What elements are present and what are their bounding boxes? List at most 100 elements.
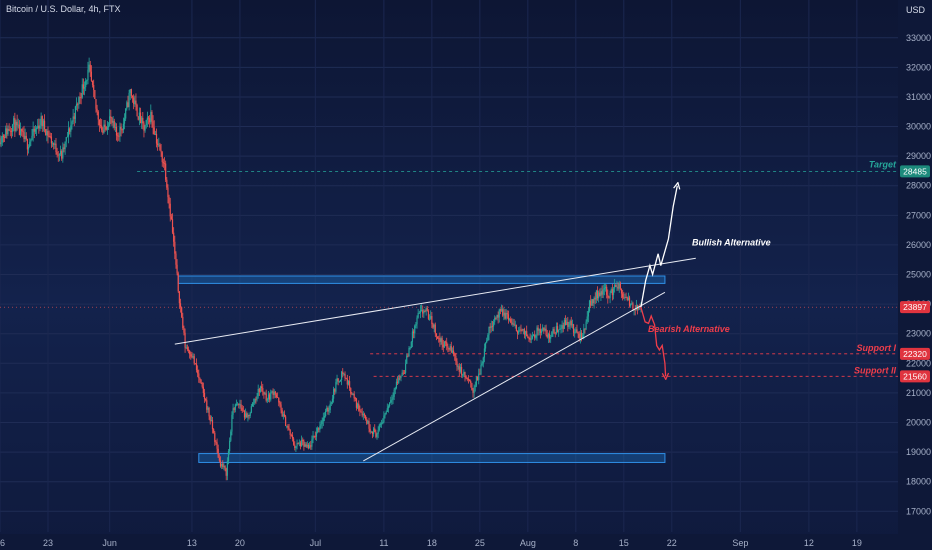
candle-body (415, 324, 417, 326)
candle-body (574, 332, 576, 334)
candle-body (450, 346, 452, 353)
candle-body (611, 289, 613, 296)
candle-body (603, 288, 605, 290)
candle-body (56, 152, 58, 155)
candle-body (145, 120, 147, 126)
candle-body (465, 376, 467, 379)
candle-body (47, 131, 49, 137)
candle-body (484, 342, 487, 349)
candle-body (375, 431, 377, 437)
candle-body (97, 111, 99, 120)
candle-body (45, 129, 47, 136)
annotations: Bullish Alternative Bearish Alternative Ta… (640, 159, 897, 376)
candle-body (249, 412, 251, 416)
candle-body (462, 374, 464, 376)
candle-body (489, 326, 491, 328)
support-1-price-tag-bg (900, 347, 930, 360)
candle-body (182, 316, 184, 329)
candle-body (147, 117, 150, 119)
x-tick-label: 16 (0, 538, 5, 548)
candle-body (183, 328, 185, 333)
candle-body (195, 363, 198, 370)
candle-body (285, 416, 287, 426)
candle-body (374, 428, 376, 432)
candle-body (304, 444, 306, 447)
candle-body (323, 415, 326, 418)
resistance-zone[interactable] (177, 275, 666, 284)
candle-body (534, 334, 536, 338)
candle-body (157, 143, 159, 146)
candle-body (575, 329, 577, 333)
candle-body (83, 87, 86, 89)
candle-body (25, 135, 27, 139)
candle-body (547, 333, 549, 338)
upper-trendline[interactable] (174, 257, 696, 345)
support-zone[interactable] (198, 453, 666, 463)
candle-body (82, 84, 85, 89)
candle-body (24, 135, 26, 140)
candle-body (70, 125, 72, 132)
x-tick-label: 15 (619, 538, 629, 548)
candle-body (294, 444, 296, 448)
candle-body (336, 378, 338, 383)
candle-body (337, 378, 339, 382)
candle-body (366, 419, 368, 424)
candle-body (560, 328, 562, 330)
candle-body (287, 425, 289, 428)
candle-body (568, 324, 570, 327)
candle-body (295, 446, 297, 448)
candle-body (559, 328, 561, 330)
x-tick-label: 11 (379, 538, 388, 548)
candle-body (50, 136, 53, 144)
candle-body (23, 132, 25, 140)
candle-body (409, 347, 411, 349)
candle-body (538, 329, 540, 331)
candle-body (596, 290, 599, 299)
candle-body (473, 386, 475, 393)
x-tick-label: 13 (187, 538, 197, 548)
candle-body (482, 357, 484, 364)
candle-body (138, 112, 140, 120)
candle-body (319, 425, 321, 430)
candle-body (6, 128, 8, 135)
candle-body (474, 385, 476, 387)
candle-body (149, 118, 151, 123)
bullish-path-arrow (640, 186, 677, 308)
time-axis[interactable]: 16 23 Jun 13 20 Jul 11 18 25 Aug 8 15 22 Sep 12 19 (0, 534, 932, 550)
price-axis[interactable]: 1700018000190002000021000220002300024000… (898, 0, 932, 550)
candle-body (210, 420, 212, 422)
candle-body (49, 136, 51, 138)
candle-body (198, 373, 200, 379)
candle-body (417, 313, 419, 318)
candle-body (133, 97, 135, 105)
candle-body (7, 129, 9, 135)
candle-body (111, 117, 113, 123)
candle-body (59, 150, 62, 155)
candle-body (253, 402, 255, 404)
candle-body (155, 133, 158, 144)
candle-body (37, 125, 39, 129)
candle-body (299, 442, 302, 447)
candle-body (486, 340, 488, 343)
candle-body (460, 367, 463, 375)
candle-body (103, 124, 105, 133)
candle-body (540, 330, 543, 333)
candle-body (554, 333, 556, 335)
candle-body (174, 241, 176, 254)
candle-body (266, 399, 268, 401)
candle-body (30, 139, 32, 142)
candle-body (578, 333, 580, 339)
candle-body (261, 386, 263, 388)
candle-body (623, 297, 625, 299)
lower-trendline[interactable] (363, 291, 666, 462)
y-tick-label: 19000 (906, 447, 931, 457)
candle-body (46, 131, 48, 136)
candle-body (567, 321, 569, 327)
candle-body (622, 293, 624, 298)
x-tick-label: Aug (520, 538, 536, 548)
candle-body (619, 283, 621, 289)
candle-body (33, 128, 35, 132)
candle-body (634, 309, 636, 311)
candle-body (272, 391, 274, 395)
